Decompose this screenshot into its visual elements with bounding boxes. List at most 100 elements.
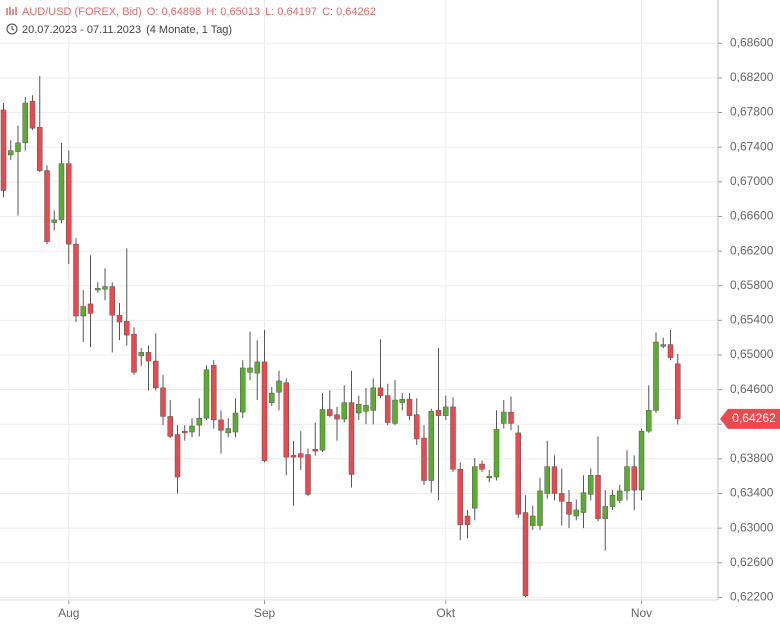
candle-body <box>501 411 507 424</box>
candle-body <box>646 410 652 432</box>
y-tick-label: 0,67800 <box>730 105 774 119</box>
candle-body <box>203 369 210 419</box>
candle-body <box>116 314 123 323</box>
quote-header: AUD/USD (FOREX, Bid) O: 0,64898 H: 0,65013… <box>6 5 381 18</box>
candle-body <box>595 475 601 519</box>
candle-body <box>109 286 115 316</box>
candle-body <box>240 367 246 413</box>
candle-body <box>559 493 565 502</box>
candle-body <box>348 402 355 475</box>
candle-body <box>515 432 521 515</box>
date-range: 20.07.2023 - 07.11.2023 <box>22 24 142 36</box>
candle-body <box>377 387 384 396</box>
candle-body <box>667 344 674 358</box>
candle-body <box>493 429 500 478</box>
candle-body <box>319 409 326 451</box>
candle-body <box>160 387 166 417</box>
candle-body <box>443 406 449 416</box>
candle-body <box>421 437 427 481</box>
period: (4 Monate, 1 Tag) <box>146 24 233 36</box>
candle-body <box>341 402 347 420</box>
quote-open: O: 0,64898 <box>146 6 202 18</box>
candle-body <box>356 404 362 414</box>
candle-body <box>87 303 94 314</box>
candle-body <box>653 341 659 411</box>
candle-body <box>95 288 101 291</box>
clock-icon <box>6 23 18 35</box>
candle-body <box>392 399 398 424</box>
quote-low: L: 0,64197 <box>265 6 318 18</box>
candle-body <box>102 286 108 290</box>
candle-body <box>37 127 43 171</box>
candle-body <box>269 392 275 403</box>
candle-body <box>58 163 65 221</box>
candle-body <box>196 417 202 426</box>
y-tick-label: 0,67000 <box>730 174 774 188</box>
candle-body <box>406 398 413 416</box>
candle-body <box>675 363 681 420</box>
candle-body <box>464 515 471 525</box>
candle-body <box>609 494 616 507</box>
candle-body <box>428 411 434 481</box>
candle-body <box>22 102 28 144</box>
last-price-tag <box>720 408 780 429</box>
quote-high: H: 0,65013 <box>206 6 261 18</box>
candle-body <box>508 411 514 424</box>
y-tick-label: 0,68600 <box>730 35 774 49</box>
candle-body <box>8 150 14 156</box>
y-tick-label: 0,66600 <box>730 209 774 223</box>
y-tick-label: 0,62600 <box>730 555 774 569</box>
candle-body <box>385 395 391 423</box>
candle-body <box>479 463 485 470</box>
candle-body <box>0 109 7 191</box>
candle-body <box>247 367 253 373</box>
y-tick-label: 0,63800 <box>730 451 774 465</box>
instrument-title: AUD/USD (FOREX, Bid) <box>22 6 142 18</box>
candle-body <box>80 306 86 317</box>
x-tick-label: Okt <box>436 606 455 620</box>
candle-body <box>305 454 311 495</box>
candle-body <box>486 475 492 479</box>
candle-body <box>537 490 543 526</box>
candle-body <box>573 509 579 517</box>
candle-body <box>617 490 623 501</box>
candle-body <box>232 412 239 433</box>
candle-body <box>530 515 536 526</box>
y-tick-label: 0,63000 <box>730 520 774 534</box>
y-tick-label: 0,68200 <box>730 70 774 84</box>
candle-body <box>290 455 297 458</box>
candle-body <box>153 360 159 389</box>
candle-body <box>638 430 645 491</box>
last-price-label: 0,64262 <box>732 411 776 425</box>
candle-body <box>182 430 188 434</box>
candle-body <box>124 320 130 336</box>
candle-body <box>167 416 173 437</box>
range-header: 20.07.2023 - 07.11.2023 (4 Monate, 1 Tag) <box>6 21 237 36</box>
candle-body <box>631 466 637 491</box>
candle-body <box>225 428 231 434</box>
candle-body <box>276 380 282 393</box>
candle-body <box>138 352 144 357</box>
candle-body <box>551 466 558 494</box>
y-tick-label: 0,65400 <box>730 313 774 327</box>
y-tick-label: 0,67400 <box>730 139 774 153</box>
candle-body <box>218 419 224 431</box>
candle-body <box>602 506 608 519</box>
candle-body <box>327 409 333 416</box>
candle-body <box>312 449 318 452</box>
candle-body <box>580 492 587 513</box>
candle-body <box>334 414 340 420</box>
candle-body <box>298 453 304 458</box>
y-tick-label: 0,65800 <box>730 278 774 292</box>
candle-body <box>588 475 594 495</box>
candle-body <box>15 142 21 152</box>
candle-body <box>283 382 289 458</box>
candle-body <box>174 434 181 478</box>
candle-body <box>457 469 463 525</box>
candle-body <box>450 406 456 470</box>
candle-body <box>363 404 369 412</box>
candle-body <box>189 425 195 433</box>
candle-body <box>131 333 137 373</box>
